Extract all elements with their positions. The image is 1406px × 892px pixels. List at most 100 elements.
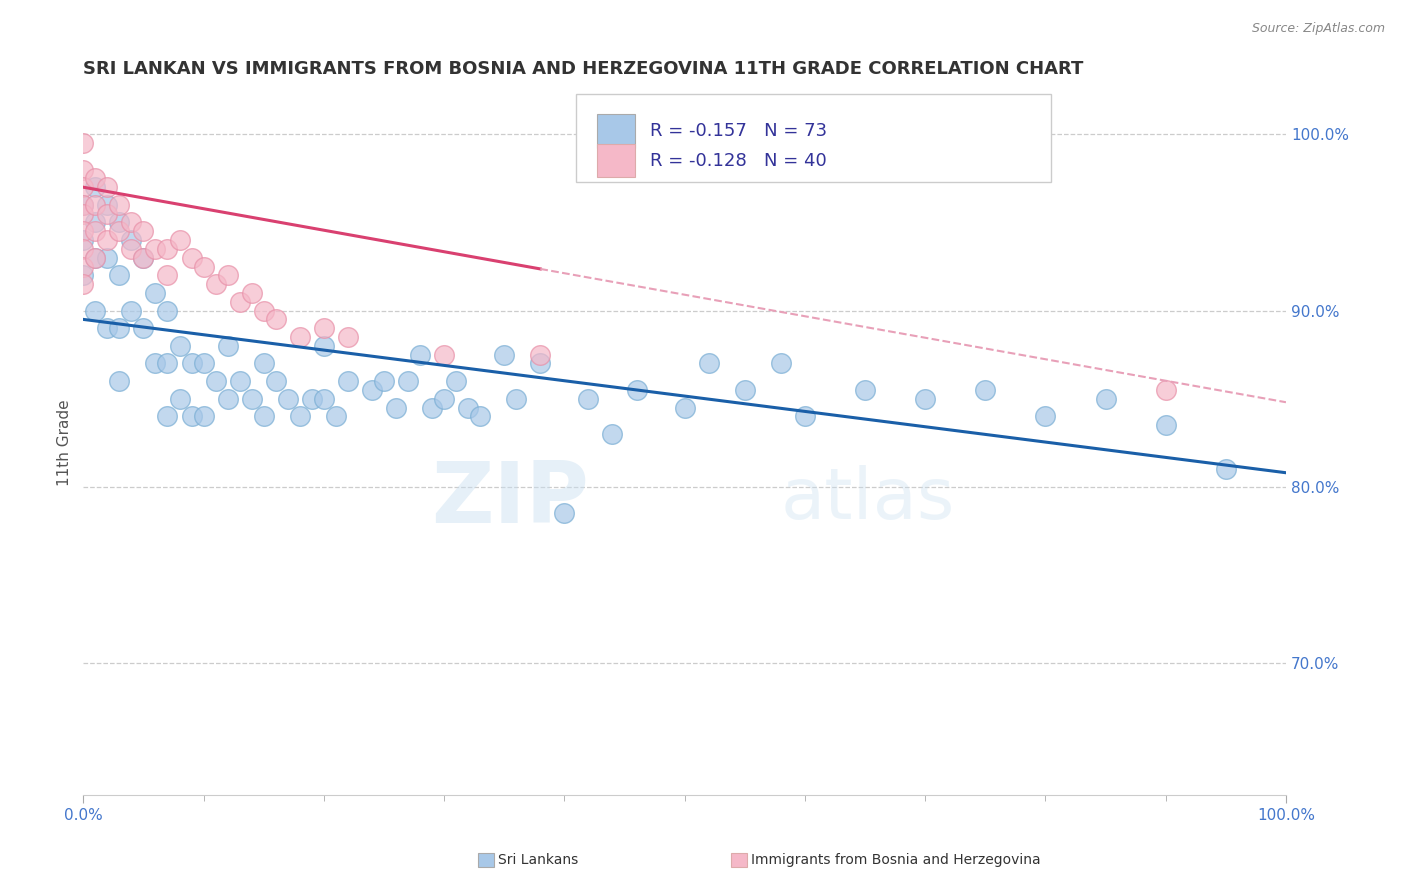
- Text: SRI LANKAN VS IMMIGRANTS FROM BOSNIA AND HERZEGOVINA 11TH GRADE CORRELATION CHAR: SRI LANKAN VS IMMIGRANTS FROM BOSNIA AND…: [83, 60, 1084, 78]
- Point: [336, 330, 359, 344]
- Point: [217, 392, 239, 406]
- Point: [145, 285, 167, 300]
- Point: [84, 180, 107, 194]
- Point: [301, 392, 323, 406]
- Text: R = -0.157   N = 73: R = -0.157 N = 73: [650, 122, 827, 140]
- Point: [72, 180, 94, 194]
- Point: [385, 401, 408, 415]
- Point: [494, 348, 516, 362]
- Point: [253, 409, 276, 424]
- Point: [108, 374, 131, 388]
- Text: Immigrants from Bosnia and Herzegovina: Immigrants from Bosnia and Herzegovina: [751, 853, 1040, 867]
- Point: [253, 303, 276, 318]
- Point: [84, 251, 107, 265]
- Point: [264, 312, 287, 326]
- Text: ZIP: ZIP: [430, 458, 589, 541]
- Point: [96, 207, 118, 221]
- Point: [169, 339, 191, 353]
- Point: [288, 409, 311, 424]
- Point: [156, 303, 179, 318]
- Point: [72, 224, 94, 238]
- Point: [96, 251, 118, 265]
- Point: [96, 233, 118, 247]
- Point: [204, 277, 226, 292]
- Point: [697, 356, 720, 370]
- Point: [169, 233, 191, 247]
- Text: Sri Lankans: Sri Lankans: [498, 853, 578, 867]
- Point: [72, 136, 94, 150]
- Point: [120, 242, 142, 256]
- Point: [396, 374, 419, 388]
- Point: [204, 374, 226, 388]
- Point: [96, 321, 118, 335]
- Point: [156, 268, 179, 283]
- Point: [156, 242, 179, 256]
- Point: [240, 392, 263, 406]
- FancyBboxPatch shape: [576, 94, 1052, 182]
- Point: [312, 339, 335, 353]
- Point: [277, 392, 299, 406]
- Point: [193, 356, 215, 370]
- Point: [145, 356, 167, 370]
- Point: [96, 198, 118, 212]
- Point: [193, 260, 215, 274]
- Point: [72, 242, 94, 256]
- Point: [84, 251, 107, 265]
- Point: [457, 401, 479, 415]
- Point: [253, 356, 276, 370]
- Point: [734, 383, 756, 397]
- Point: [132, 251, 155, 265]
- Point: [529, 348, 551, 362]
- Point: [72, 198, 94, 212]
- Point: [433, 348, 456, 362]
- Point: [264, 374, 287, 388]
- Point: [361, 383, 384, 397]
- Bar: [596, 114, 636, 148]
- Point: [336, 374, 359, 388]
- Point: [180, 356, 202, 370]
- Point: [84, 224, 107, 238]
- Point: [180, 251, 202, 265]
- Point: [108, 224, 131, 238]
- Point: [84, 171, 107, 186]
- Point: [578, 392, 600, 406]
- Point: [228, 374, 250, 388]
- Point: [1215, 462, 1237, 476]
- Point: [470, 409, 492, 424]
- Text: atlas: atlas: [780, 465, 955, 533]
- Point: [312, 321, 335, 335]
- Point: [553, 506, 575, 520]
- Point: [156, 356, 179, 370]
- Point: [444, 374, 467, 388]
- Point: [433, 392, 456, 406]
- Point: [180, 409, 202, 424]
- Point: [1154, 383, 1177, 397]
- Point: [217, 339, 239, 353]
- Point: [1154, 418, 1177, 433]
- Point: [217, 268, 239, 283]
- Point: [602, 427, 624, 442]
- Point: [373, 374, 395, 388]
- Point: [409, 348, 432, 362]
- Point: [108, 268, 131, 283]
- Point: [84, 198, 107, 212]
- Point: [108, 215, 131, 229]
- Point: [132, 224, 155, 238]
- Point: [193, 409, 215, 424]
- Point: [120, 215, 142, 229]
- Point: [132, 251, 155, 265]
- Point: [626, 383, 648, 397]
- Point: [793, 409, 815, 424]
- Y-axis label: 11th Grade: 11th Grade: [58, 400, 72, 486]
- Point: [505, 392, 527, 406]
- Point: [529, 356, 551, 370]
- Point: [72, 277, 94, 292]
- Point: [72, 233, 94, 247]
- Point: [974, 383, 997, 397]
- Point: [325, 409, 347, 424]
- Point: [145, 242, 167, 256]
- Point: [312, 392, 335, 406]
- Point: [108, 198, 131, 212]
- Point: [169, 392, 191, 406]
- Point: [673, 401, 696, 415]
